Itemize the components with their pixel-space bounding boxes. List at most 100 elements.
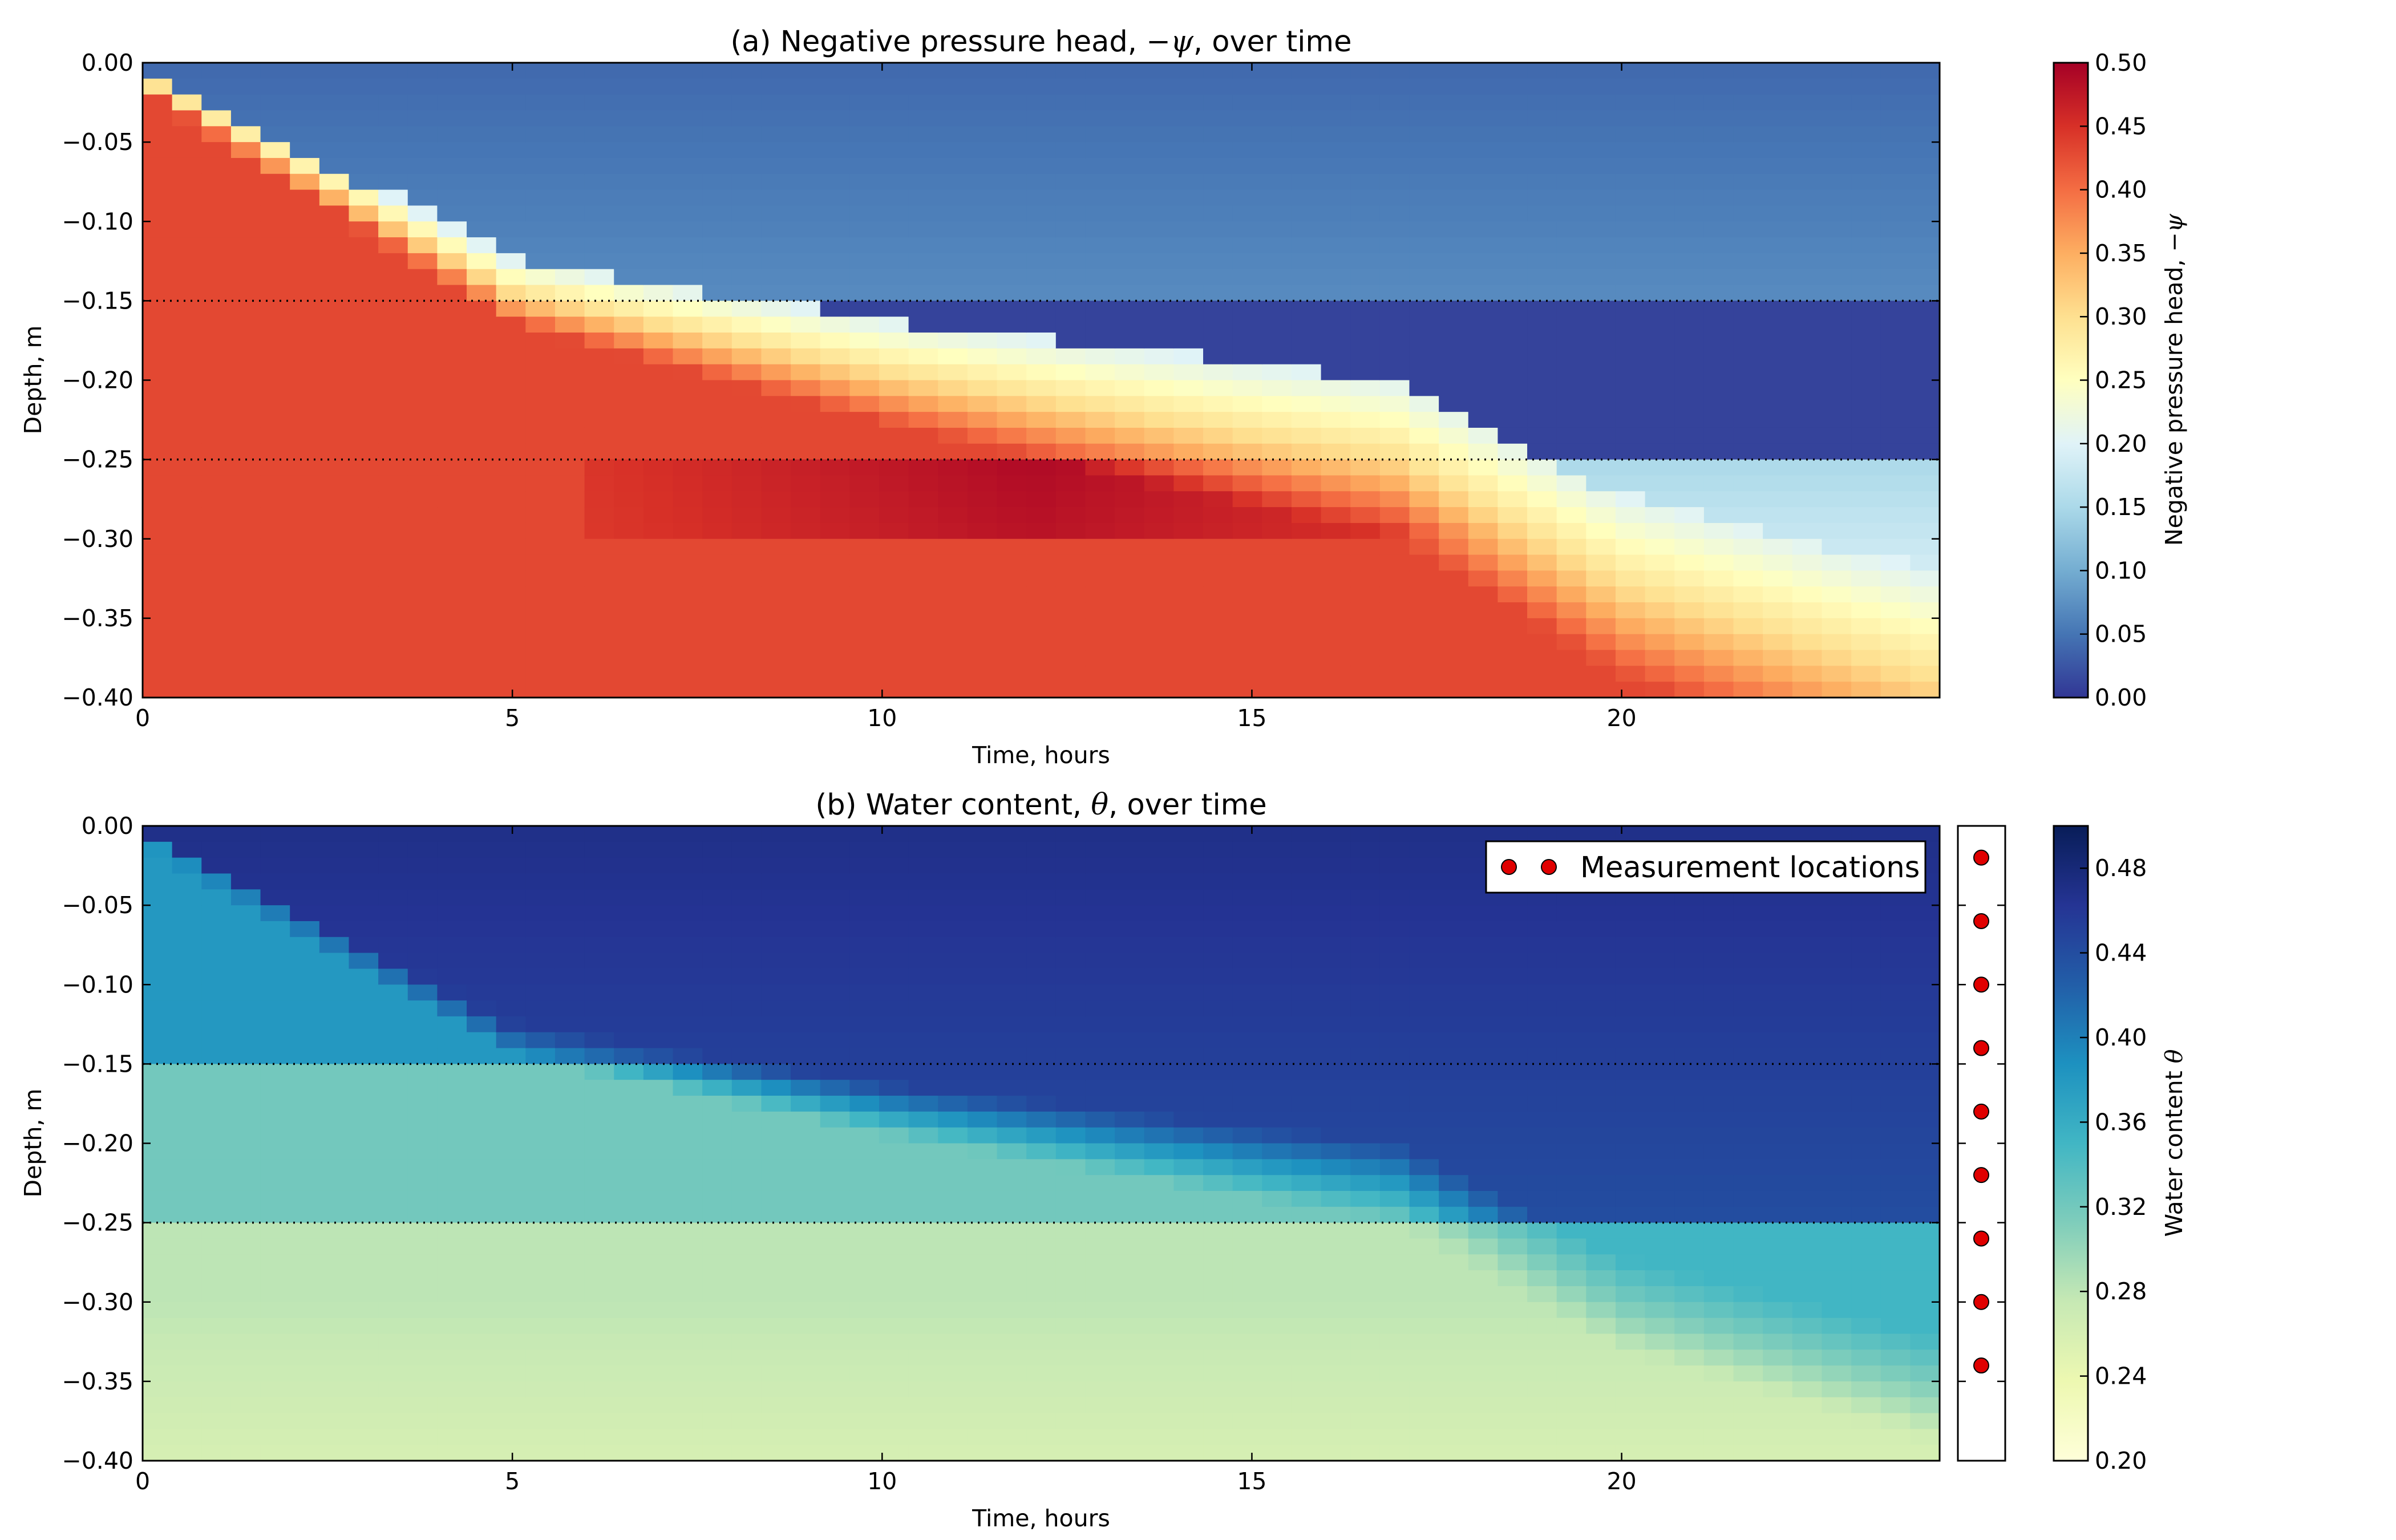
heatmap-cell [1586, 1413, 1616, 1430]
heatmap-cell [1173, 1096, 1204, 1112]
heatmap-cell [349, 205, 379, 222]
heatmap-cell [496, 570, 527, 587]
heatmap-cell [290, 634, 320, 651]
heatmap-cell [1468, 1080, 1499, 1096]
heatmap-cell [1674, 333, 1705, 349]
heatmap-cell [230, 826, 261, 842]
heatmap-cell [437, 173, 467, 191]
heatmap-cell [1085, 1334, 1115, 1351]
heatmap-cell [1880, 1349, 1911, 1366]
heatmap-cell [1910, 937, 1940, 954]
heatmap-cell [201, 396, 232, 412]
heatmap-cell [1645, 1143, 1675, 1160]
heatmap-cell [1439, 1318, 1469, 1335]
heatmap-cell [201, 78, 232, 95]
heatmap-cell [230, 1286, 261, 1303]
heatmap-cell [1350, 1381, 1381, 1398]
heatmap-cell [1379, 1206, 1410, 1223]
heatmap-cell [378, 94, 408, 111]
heatmap-cell [702, 1064, 732, 1081]
heatmap-cell [1026, 1175, 1057, 1192]
heatmap-cell [525, 1270, 556, 1287]
heatmap-cell [467, 905, 497, 922]
heatmap-cell [1291, 269, 1322, 286]
heatmap-cell [1822, 1429, 1852, 1445]
heatmap-cell [1645, 618, 1675, 635]
heatmap-cell [1556, 1270, 1587, 1287]
heatmap-cell [879, 126, 909, 143]
heatmap-cell [467, 475, 497, 492]
heatmap-cell [643, 301, 674, 318]
heatmap-cell [1350, 618, 1381, 635]
heatmap-cell [938, 443, 968, 460]
heatmap-cell [555, 1159, 585, 1176]
heatmap-cell [230, 1445, 261, 1461]
heatmap-cell [319, 269, 350, 286]
heatmap-cell [1910, 1238, 1940, 1255]
heatmap-cell [1763, 475, 1793, 492]
heatmap-cell [1586, 1365, 1616, 1382]
heatmap-cell [673, 205, 703, 222]
heatmap-cell [1085, 173, 1115, 191]
heatmap-cell [1173, 953, 1204, 970]
heatmap-cell [584, 110, 615, 127]
heatmap-cell [908, 380, 939, 397]
heatmap-cell [1556, 459, 1587, 476]
heatmap-cell [1763, 333, 1793, 349]
heatmap-cell [614, 570, 644, 587]
heatmap-cell [1115, 1096, 1145, 1112]
heatmap-cell [525, 841, 556, 858]
heatmap-cell [143, 475, 173, 492]
heatmap-cell [1586, 1159, 1616, 1176]
heatmap-cell [1321, 63, 1351, 79]
heatmap-cell [260, 921, 290, 938]
heatmap-cell [614, 63, 644, 79]
heatmap-cell [1144, 205, 1175, 222]
heatmap-cell [643, 1080, 674, 1096]
heatmap-cell [1232, 317, 1263, 333]
heatmap-cell [791, 380, 821, 397]
heatmap-cell [1792, 317, 1823, 333]
heatmap-cell [525, 1190, 556, 1207]
heatmap-cell [1350, 1397, 1381, 1414]
heatmap-cell [1498, 1254, 1528, 1271]
heatmap-cell [820, 1127, 851, 1144]
heatmap-cell [673, 826, 703, 842]
heatmap-cell [584, 666, 615, 682]
heatmap-cell [437, 1349, 467, 1366]
heatmap-cell [1703, 1270, 1734, 1287]
heatmap-cell [230, 682, 261, 698]
heatmap-cell [761, 1206, 791, 1223]
heatmap-cell [1026, 142, 1057, 159]
heatmap-cell [879, 1397, 909, 1414]
heatmap-cell [849, 443, 880, 460]
heatmap-cell [496, 1190, 527, 1207]
heatmap-cell [1379, 1222, 1410, 1239]
heatmap-cell [849, 826, 880, 842]
heatmap-cell [1439, 1238, 1469, 1255]
heatmap-cell [1350, 984, 1381, 1001]
heatmap-cell [820, 173, 851, 191]
heatmap-cell [260, 253, 290, 270]
heatmap-cell [1851, 538, 1881, 556]
heatmap-cell [1350, 380, 1381, 397]
heatmap-cell [378, 602, 408, 619]
heatmap-cell [1291, 1270, 1322, 1287]
heatmap-cell [614, 412, 644, 428]
heatmap-cell [1291, 427, 1322, 444]
heatmap-cell [908, 205, 939, 222]
heatmap-cell [1703, 666, 1734, 682]
heatmap-cell [1026, 1064, 1057, 1081]
heatmap-cell [1910, 1111, 1940, 1128]
heatmap-cell [260, 953, 290, 970]
heatmap-cell [731, 1302, 762, 1319]
heatmap-cell [879, 205, 909, 222]
heatmap-cell [1615, 1349, 1646, 1366]
heatmap-cell [260, 142, 290, 159]
heatmap-cell [1350, 554, 1381, 572]
heatmap-cell [1851, 634, 1881, 651]
heatmap-cell [230, 1349, 261, 1366]
heatmap-cell [1203, 157, 1233, 175]
heatmap-cell [1379, 301, 1410, 318]
heatmap-cell [1880, 1127, 1911, 1144]
